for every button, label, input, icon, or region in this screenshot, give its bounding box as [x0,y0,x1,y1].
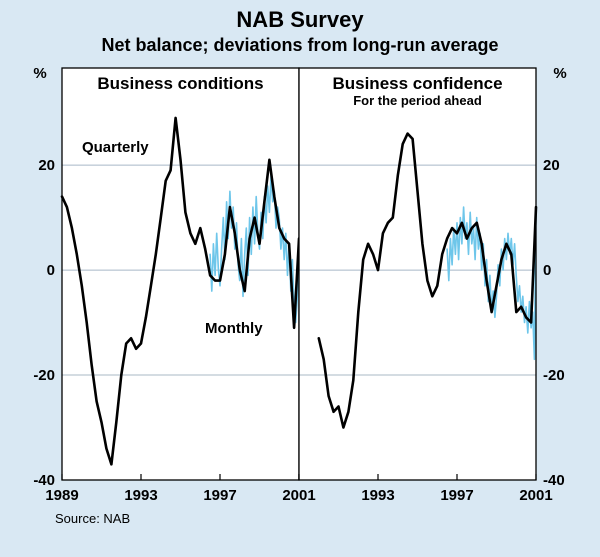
plot-area [62,68,299,480]
y-tick-label: 0 [543,262,551,279]
x-tick-label: 1997 [203,487,236,504]
panel-subtitle: For the period ahead [353,93,482,108]
panel-right: 1993 1997 2001 20 0 -20 -40 Business confidence… [298,67,565,504]
series-quarterly-line [60,116,301,466]
x-tick-label: 1997 [440,487,473,504]
x-tick-label: 2001 [519,487,552,504]
plot-border [298,67,537,481]
x-tick-label: 1993 [361,487,394,504]
panel-title: Business conditions [97,74,263,93]
panels-group: 1989 1993 1997 2001 20 0 -20 -40 Business condit… [33,67,565,504]
source-note: Source: NAB [55,511,130,526]
y-tick-label: 0 [47,262,55,279]
y-axis-unit-right: % [553,65,566,82]
y-axis-unit-left: % [33,65,46,82]
x-tick-label: 1989 [45,487,78,504]
x-tick-label: 2001 [282,487,315,504]
x-tick-label: 1993 [124,487,157,504]
y-tick-label: -20 [33,367,55,384]
panel-title: Business confidence [332,74,502,93]
y-tick-label: -20 [543,367,565,384]
annotation-monthly: Monthly [205,320,263,337]
chart-title: NAB Survey [236,7,364,32]
y-tick-label: 20 [38,157,55,174]
panel-left: 1989 1993 1997 2001 20 0 -20 -40 Business condit… [33,67,316,504]
chart-subtitle: Net balance; deviations from long-run av… [101,35,498,55]
y-tick-label: -40 [33,472,55,489]
y-tick-label: -40 [543,472,565,489]
series-quarterly-line [317,132,538,429]
y-tick-label: 20 [543,157,560,174]
annotation-quarterly: Quarterly [82,139,149,156]
